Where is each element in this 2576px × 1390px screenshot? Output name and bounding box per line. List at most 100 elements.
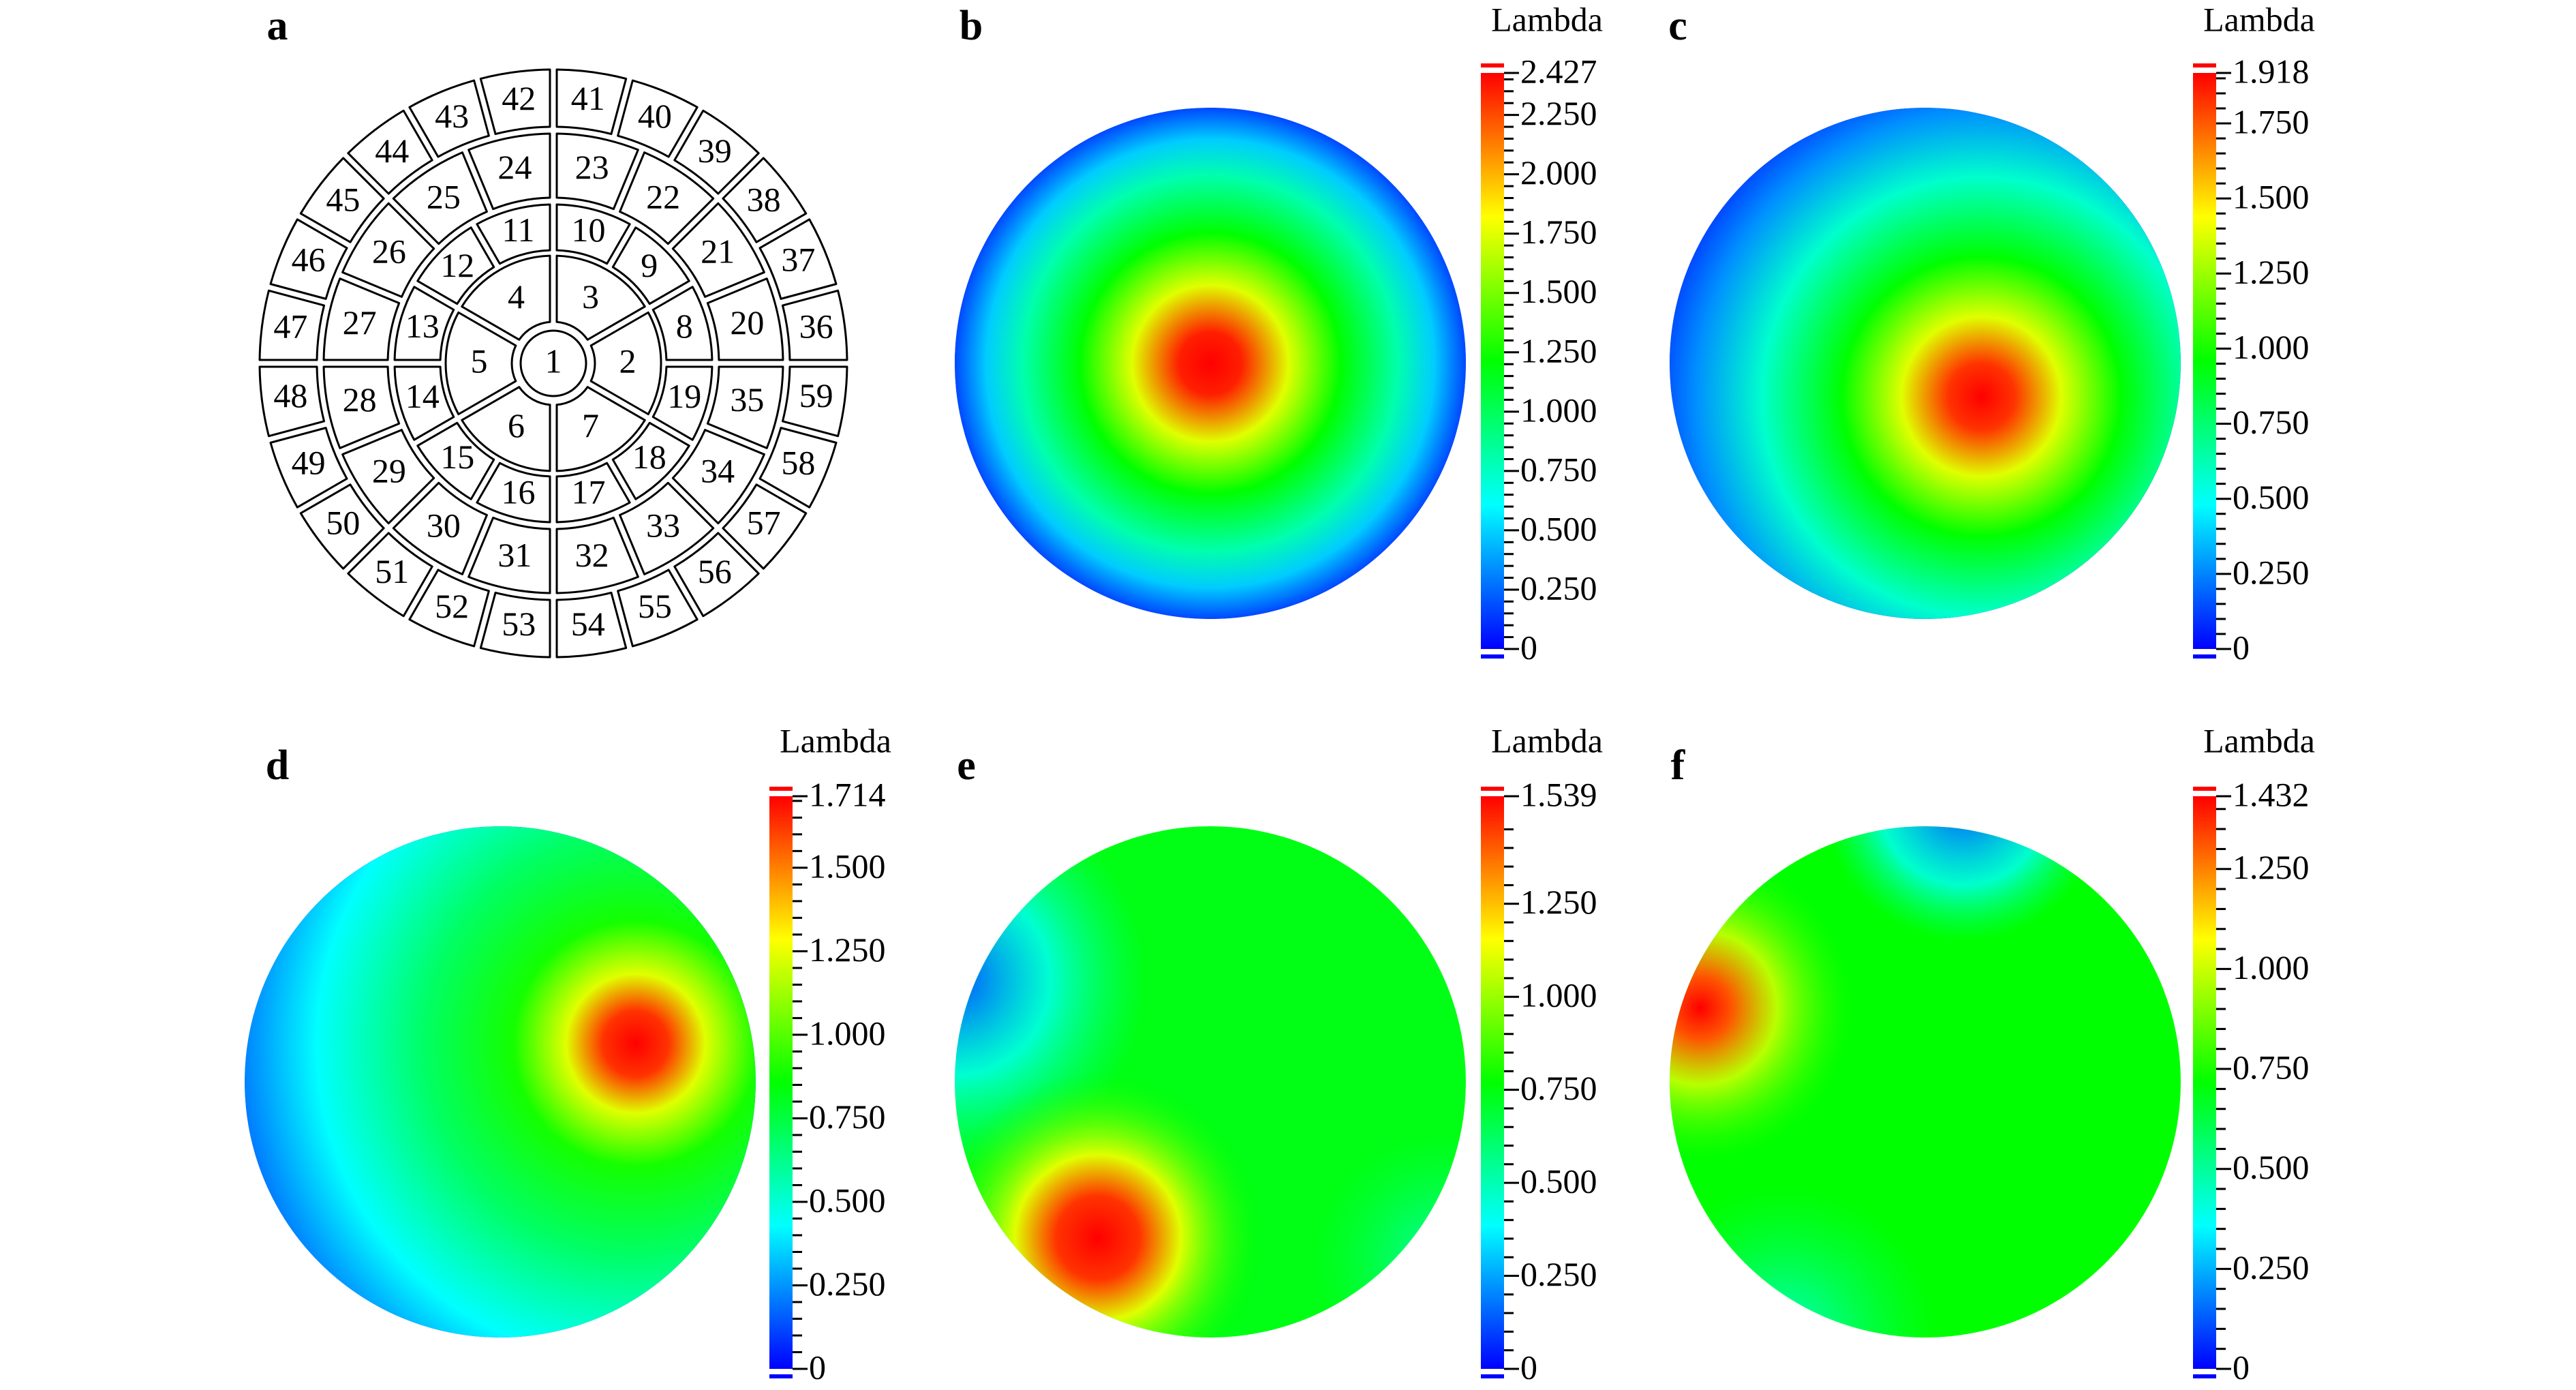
cell-outline bbox=[408, 79, 490, 158]
cell-number: 12 bbox=[440, 246, 474, 284]
cell-outline bbox=[619, 481, 715, 575]
cell-number: 27 bbox=[343, 303, 377, 342]
cell-number: 40 bbox=[638, 97, 672, 135]
cell-outline bbox=[519, 329, 587, 397]
cell-outline bbox=[322, 365, 401, 449]
tick-label: 0 bbox=[1520, 628, 1537, 666]
cell-outline bbox=[673, 109, 760, 195]
cell-outline bbox=[619, 151, 715, 245]
cell-number: 32 bbox=[575, 536, 609, 574]
cell-outline bbox=[555, 386, 646, 472]
cell-number: 19 bbox=[667, 377, 701, 415]
tick-label: 0.750 bbox=[2233, 1048, 2310, 1087]
colorbar bbox=[2193, 73, 2216, 649]
cell-outline bbox=[673, 532, 760, 618]
cell-outline bbox=[258, 365, 326, 438]
cell-outline bbox=[258, 289, 326, 361]
cell-outline bbox=[722, 157, 808, 243]
heatmap-layer bbox=[245, 826, 756, 1338]
colorbar-cap bbox=[2193, 787, 2216, 791]
panel-letter: e bbox=[957, 742, 976, 789]
tick-label: 0.250 bbox=[2233, 553, 2310, 591]
colorbar-cap bbox=[1481, 1374, 1504, 1378]
cell-outline bbox=[341, 429, 435, 525]
colorbar bbox=[2193, 796, 2216, 1369]
cell-number: 38 bbox=[747, 181, 781, 219]
cell-outline bbox=[651, 365, 714, 441]
cell-outline bbox=[555, 132, 639, 211]
cell-number: 44 bbox=[375, 132, 409, 170]
cell-outline bbox=[555, 254, 646, 341]
tick-label: 0.500 bbox=[1520, 1162, 1597, 1200]
cell-number: 17 bbox=[572, 473, 606, 511]
cell-outline bbox=[722, 483, 808, 570]
cell-outline bbox=[416, 226, 495, 305]
cell-outline bbox=[617, 79, 699, 158]
tick-label: 1.000 bbox=[1520, 976, 1597, 1014]
cell-outline bbox=[392, 151, 488, 245]
tick-label: 0.750 bbox=[2233, 403, 2310, 441]
tick-label: 0 bbox=[809, 1348, 826, 1386]
cell-number: 1 bbox=[545, 342, 562, 380]
colorbar bbox=[1481, 796, 1504, 1369]
cell-outline bbox=[476, 462, 551, 524]
tick-label: 0 bbox=[2233, 1348, 2250, 1386]
cell-outline bbox=[479, 591, 551, 659]
tick-label: 1.500 bbox=[1520, 272, 1597, 310]
cell-number: 26 bbox=[372, 232, 406, 270]
cell-outline bbox=[347, 532, 433, 618]
cell-number: 14 bbox=[405, 377, 440, 415]
cell-number: 29 bbox=[372, 452, 406, 490]
tick-label: 1.714 bbox=[809, 775, 886, 813]
tick-label: 0 bbox=[2233, 628, 2250, 666]
panel-letter: d bbox=[266, 742, 289, 789]
cell-outline bbox=[555, 516, 639, 594]
cell-number: 56 bbox=[698, 552, 732, 590]
tick-label: 2.000 bbox=[1520, 153, 1597, 192]
colorbar-cap bbox=[1481, 63, 1504, 67]
tick-label: 2.250 bbox=[1520, 94, 1597, 132]
cell-outline bbox=[467, 132, 551, 211]
tick-label: 0.250 bbox=[1520, 1255, 1597, 1293]
panel-letter: a bbox=[267, 3, 288, 49]
cell-outline bbox=[461, 386, 551, 472]
cell-outline bbox=[651, 286, 714, 361]
cell-outline bbox=[393, 365, 455, 441]
cell-number: 10 bbox=[572, 211, 606, 249]
cell-outline bbox=[758, 427, 838, 509]
cell-outline bbox=[322, 277, 401, 361]
cell-outline bbox=[461, 254, 551, 341]
tick-label: 0.500 bbox=[2233, 1148, 2310, 1186]
tick-label: 0.250 bbox=[809, 1265, 886, 1303]
colorbar-cap bbox=[1481, 654, 1504, 659]
tick-label: 0.250 bbox=[2233, 1248, 2310, 1286]
colorbar-label: Lambda bbox=[2203, 721, 2315, 759]
cell-outline bbox=[269, 427, 348, 509]
cell-number: 4 bbox=[508, 277, 525, 316]
cell-outline bbox=[589, 311, 662, 416]
heatmap-layer bbox=[955, 826, 1466, 1338]
tick-label: 1.432 bbox=[2233, 775, 2310, 813]
cell-number: 55 bbox=[638, 587, 672, 625]
cell-number: 58 bbox=[781, 443, 815, 481]
cell-outline bbox=[299, 157, 385, 243]
cell-number: 39 bbox=[698, 132, 732, 170]
cell-number: 51 bbox=[375, 552, 409, 590]
tick-label: 1.500 bbox=[809, 847, 886, 885]
tick-label: 1.000 bbox=[1520, 391, 1597, 429]
cell-outline bbox=[611, 421, 690, 500]
cell-number: 20 bbox=[730, 303, 764, 342]
colorbar-cap bbox=[2193, 63, 2216, 67]
tick-label: 0 bbox=[1520, 1348, 1537, 1386]
cell-outline bbox=[341, 202, 435, 298]
cell-number: 57 bbox=[747, 503, 781, 541]
cell-outline bbox=[299, 483, 385, 570]
cell-number: 22 bbox=[646, 177, 680, 215]
cell-number: 16 bbox=[501, 473, 535, 511]
panel-letter: b bbox=[960, 3, 983, 49]
cell-outline bbox=[479, 68, 551, 136]
cell-outline bbox=[781, 365, 848, 438]
tick-label: 1.000 bbox=[2233, 328, 2310, 366]
